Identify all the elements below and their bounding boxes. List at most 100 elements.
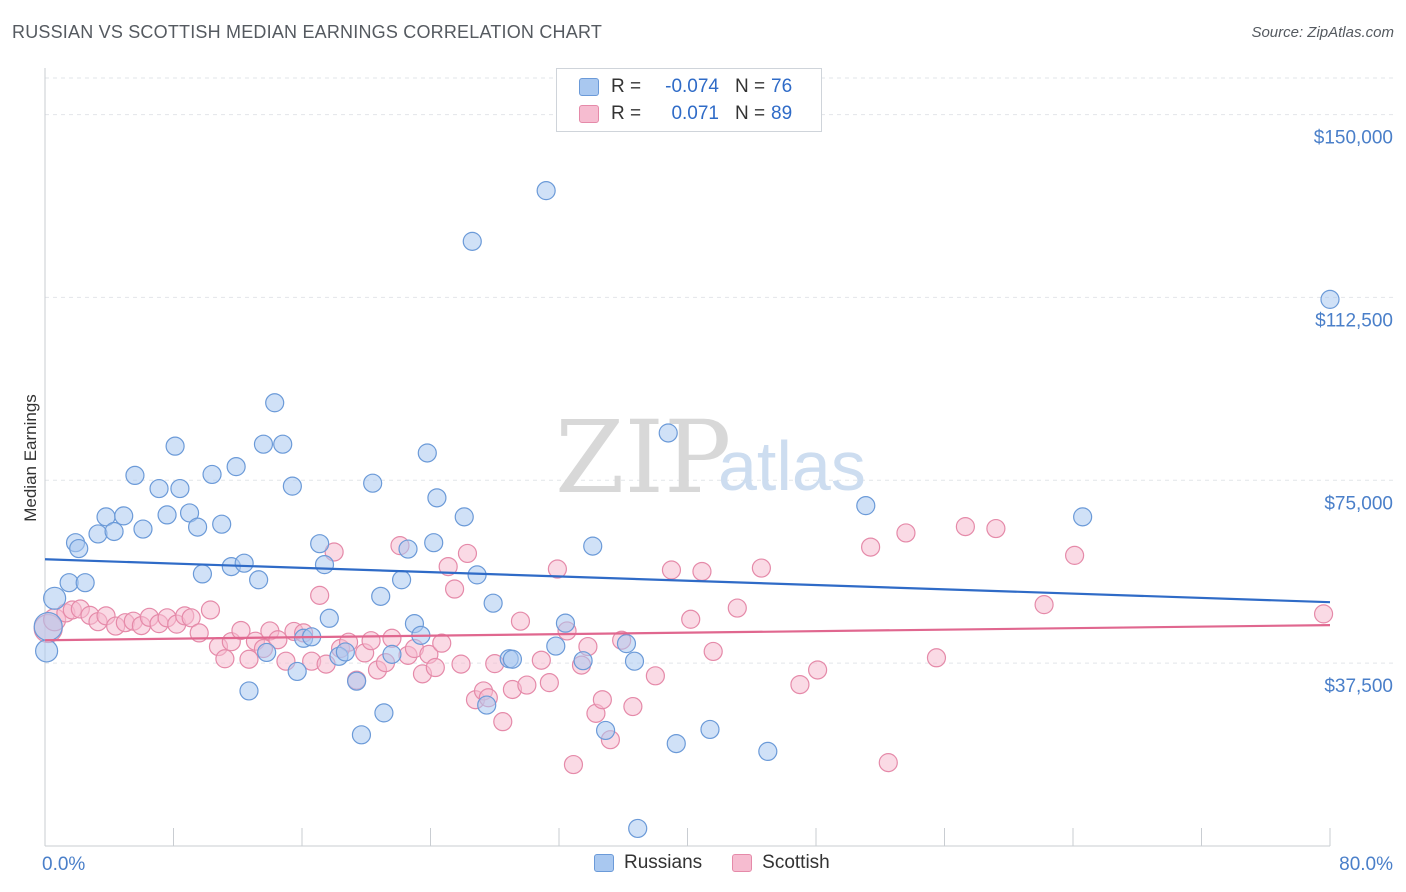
scottish-point: [531, 650, 551, 670]
chart-title: RUSSIAN VS SCOTTISH MEDIAN EARNINGS CORR…: [12, 22, 603, 42]
legend-item-scottish[interactable]: Scottish: [732, 852, 830, 874]
y-tick-label: $150,000: [1314, 128, 1393, 149]
scottish-point: [438, 556, 458, 577]
scottish-point: [661, 560, 682, 580]
scottish-point: [861, 537, 881, 557]
y-tick-label: $75,000: [1324, 493, 1393, 514]
russians-legend-label: Russians: [624, 852, 703, 873]
russians-point: [1073, 507, 1093, 527]
scottish-point: [432, 633, 452, 653]
scottish-point: [645, 666, 665, 686]
russians-point: [502, 649, 523, 669]
russians-point: [287, 661, 307, 682]
chart-source: Source: ZipAtlas.com: [1251, 24, 1394, 41]
scottish-point: [623, 696, 643, 717]
russians-point: [382, 644, 402, 664]
russians-point: [758, 741, 778, 762]
legend-n-value: 76: [771, 76, 793, 97]
scottish-point: [703, 641, 723, 662]
gridlines: [45, 77, 1395, 664]
scottish-point: [181, 608, 201, 628]
russians-point: [187, 517, 208, 537]
russians-point: [363, 473, 383, 493]
russians-point: [700, 719, 720, 740]
russians-point: [75, 573, 95, 593]
russians-point: [616, 634, 637, 654]
y-axis-label: Median Earnings: [21, 394, 40, 522]
russians-point: [212, 514, 232, 534]
scottish-point: [510, 611, 531, 631]
trend-lines: [44, 558, 1331, 642]
russians-point: [192, 564, 213, 584]
russians-point: [114, 506, 134, 526]
russians-point: [595, 720, 616, 741]
russians-point: [33, 611, 63, 642]
russians-point: [546, 636, 566, 656]
scottish-point: [268, 630, 288, 650]
russians-point: [424, 533, 444, 553]
russians-point: [483, 593, 503, 613]
scottish-point: [200, 600, 221, 620]
y-tick-labels: $37,500 $75,000 $112,500 $150,000: [1314, 128, 1393, 698]
x-tick-label-max: 80.0%: [1339, 854, 1393, 875]
scottish-point: [310, 585, 330, 605]
russians-point: [666, 733, 686, 754]
legend-n-value: 89: [771, 103, 793, 124]
russians-point: [462, 231, 482, 251]
scottish-trend-line: [44, 624, 1331, 642]
legend-r-value: 0.071: [671, 103, 719, 124]
russians-point: [157, 505, 177, 525]
russians-point: [351, 725, 372, 745]
scottish-point: [986, 518, 1006, 539]
russians-point: [371, 586, 391, 606]
russians-point: [104, 521, 124, 542]
russians-point: [417, 443, 437, 463]
scottish-point: [592, 690, 612, 710]
scottish-point: [444, 579, 465, 599]
russians-points: [33, 181, 1340, 839]
scottish-point: [451, 654, 471, 674]
russians-point: [69, 538, 89, 559]
russians-point: [374, 703, 394, 723]
scottish-point: [547, 559, 567, 579]
scottish-point: [1313, 604, 1334, 624]
scottish-point: [926, 648, 947, 668]
scottish-point: [324, 542, 344, 562]
scottish-point: [231, 620, 251, 641]
russians-point: [202, 464, 222, 485]
scottish-points: [33, 517, 1334, 775]
russians-point: [555, 613, 576, 633]
legend-r-value: -0.074: [665, 76, 719, 97]
scottish-point: [1034, 595, 1054, 615]
russians-point: [35, 639, 59, 663]
scottish-point: [878, 753, 898, 773]
russians-point: [347, 671, 367, 691]
russians-trend-line: [44, 558, 1331, 604]
legend-r-label: R =: [611, 76, 642, 97]
scottish-legend-label: Scottish: [762, 852, 830, 873]
russians-point: [253, 434, 274, 454]
legend-item-russians[interactable]: Russians: [594, 852, 702, 874]
legend-row-russians: R = -0.074 N = 76: [557, 73, 792, 101]
scottish-point: [563, 754, 584, 775]
russians-point: [125, 465, 145, 486]
scottish-point: [382, 628, 402, 648]
axes: [44, 68, 1331, 847]
legend-row-scottish: R = 0.071 N = 89: [557, 100, 792, 128]
russians-point: [1320, 289, 1340, 309]
scottish-point: [425, 657, 445, 678]
scottish-point: [681, 609, 701, 629]
scottish-point: [692, 561, 712, 582]
russians-point: [314, 555, 335, 575]
russians-point: [133, 519, 153, 539]
russians-point: [249, 570, 269, 590]
legend-n-label: N =: [735, 103, 766, 124]
scottish-point: [790, 674, 810, 695]
russians-point: [234, 553, 254, 573]
russians-legend-swatch: [594, 854, 614, 872]
scottish-point: [727, 598, 747, 618]
russians-point: [624, 651, 645, 671]
russians-point: [273, 434, 293, 454]
y-tick-label: $37,500: [1324, 676, 1393, 697]
scottish-point: [517, 675, 537, 695]
